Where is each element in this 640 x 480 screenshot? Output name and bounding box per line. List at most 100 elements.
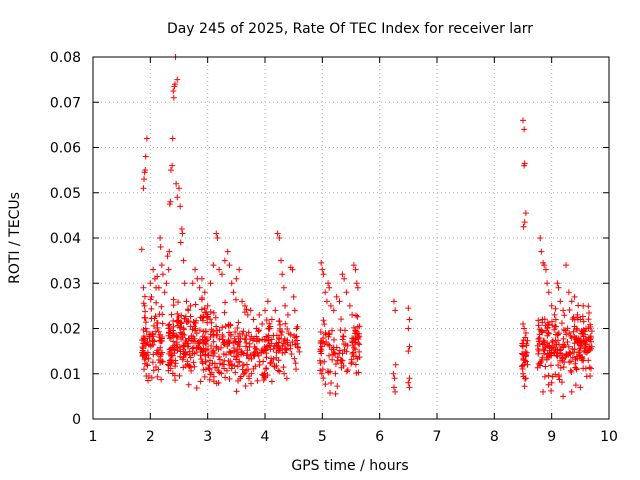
data-point [338, 364, 345, 371]
data-point [229, 362, 236, 369]
data-point [356, 341, 363, 348]
data-point [218, 370, 225, 377]
data-point [236, 358, 243, 365]
data-point [185, 307, 192, 314]
data-point [226, 362, 233, 369]
data-point [325, 280, 332, 287]
data-point [287, 342, 294, 349]
data-point [336, 347, 343, 354]
data-point [577, 316, 584, 323]
data-point [279, 271, 286, 278]
data-point [560, 364, 567, 371]
data-point [234, 346, 241, 353]
data-point [549, 339, 556, 346]
data-point [180, 364, 187, 371]
data-point [571, 293, 578, 300]
data-point [406, 375, 413, 382]
data-point [157, 244, 164, 251]
y-tick-labels: 0 0.01 0.02 0.03 0.04 0.05 0.06 0.07 0.08 [50, 50, 81, 428]
data-point [538, 248, 545, 255]
data-point [153, 320, 160, 327]
data-point [521, 361, 528, 368]
data-point [143, 342, 150, 349]
data-point [197, 314, 204, 321]
data-point [208, 343, 215, 350]
data-point [352, 361, 359, 368]
data-point [540, 350, 547, 357]
data-point [256, 311, 263, 318]
x-tick-label: 5 [318, 429, 327, 445]
data-point [195, 340, 202, 347]
data-point [233, 356, 240, 363]
data-point [319, 366, 326, 373]
data-point [141, 314, 148, 321]
y-tick-label: 0 [72, 412, 81, 428]
data-point [521, 126, 528, 133]
data-point [191, 363, 198, 370]
data-point [554, 280, 561, 287]
data-point [555, 284, 562, 291]
data-point [341, 346, 348, 353]
data-point [233, 353, 240, 360]
data-point [322, 330, 329, 337]
data-point [199, 317, 206, 324]
data-point [189, 280, 196, 287]
data-point [544, 332, 551, 339]
data-point [138, 337, 145, 344]
data-point [351, 344, 358, 351]
data-point [239, 362, 246, 369]
data-point [535, 322, 542, 329]
data-point [202, 328, 209, 335]
data-point [262, 336, 269, 343]
y-tick-label: 0.01 [50, 367, 81, 383]
data-point [566, 307, 573, 314]
data-point [587, 338, 594, 345]
x-tick-label: 10 [600, 429, 618, 445]
data-point [291, 307, 298, 314]
data-point [318, 370, 325, 377]
data-point [540, 346, 547, 353]
data-point [545, 342, 552, 349]
data-point [350, 349, 357, 356]
data-point [586, 310, 593, 317]
data-point [352, 266, 359, 273]
data-point [583, 325, 590, 332]
data-point [250, 350, 257, 357]
data-point [288, 351, 295, 358]
data-point [173, 180, 180, 187]
data-point [174, 194, 181, 201]
x-axis-label: GPS time / hours [291, 458, 408, 474]
data-point [215, 353, 222, 360]
data-point [165, 322, 172, 329]
data-point [262, 365, 269, 372]
data-point [549, 322, 556, 329]
data-point [521, 219, 528, 226]
data-point [147, 343, 154, 350]
data-point [261, 346, 268, 353]
data-point [336, 298, 343, 305]
data-point [143, 328, 150, 335]
data-point [191, 319, 198, 326]
data-point [197, 378, 204, 385]
data-point [157, 337, 164, 344]
data-point [198, 306, 205, 313]
data-point [226, 376, 233, 383]
data-point [232, 329, 239, 336]
data-point [244, 311, 251, 318]
data-point [206, 366, 213, 373]
data-point [293, 325, 300, 332]
data-point [320, 317, 327, 324]
y-tick-label: 0.04 [50, 231, 81, 247]
data-point [276, 336, 283, 343]
data-point [567, 367, 574, 374]
data-point [197, 352, 204, 359]
data-point [174, 76, 181, 83]
data-point [356, 354, 363, 361]
data-point [237, 335, 244, 342]
data-point [317, 357, 324, 364]
data-point [207, 280, 214, 287]
data-point [248, 380, 255, 387]
data-point [256, 361, 263, 368]
data-point [391, 384, 397, 391]
data-point [580, 302, 587, 309]
